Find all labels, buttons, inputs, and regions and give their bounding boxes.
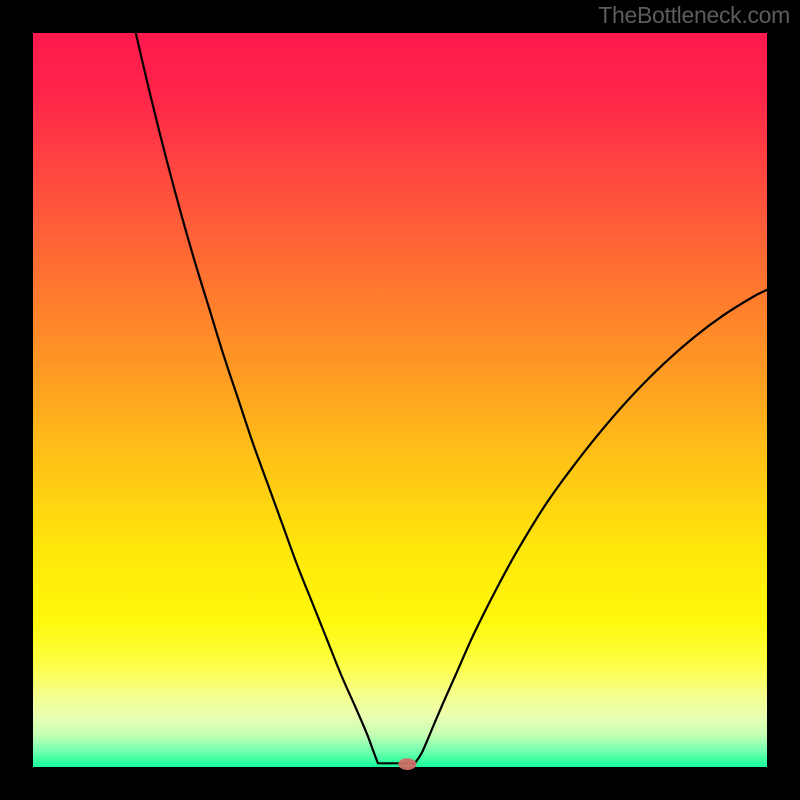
attribution-text: TheBottleneck.com xyxy=(598,2,790,29)
optimum-marker xyxy=(398,758,416,770)
chart-canvas xyxy=(0,0,800,800)
figure-root: TheBottleneck.com xyxy=(0,0,800,800)
chart-gradient-background xyxy=(33,33,767,767)
